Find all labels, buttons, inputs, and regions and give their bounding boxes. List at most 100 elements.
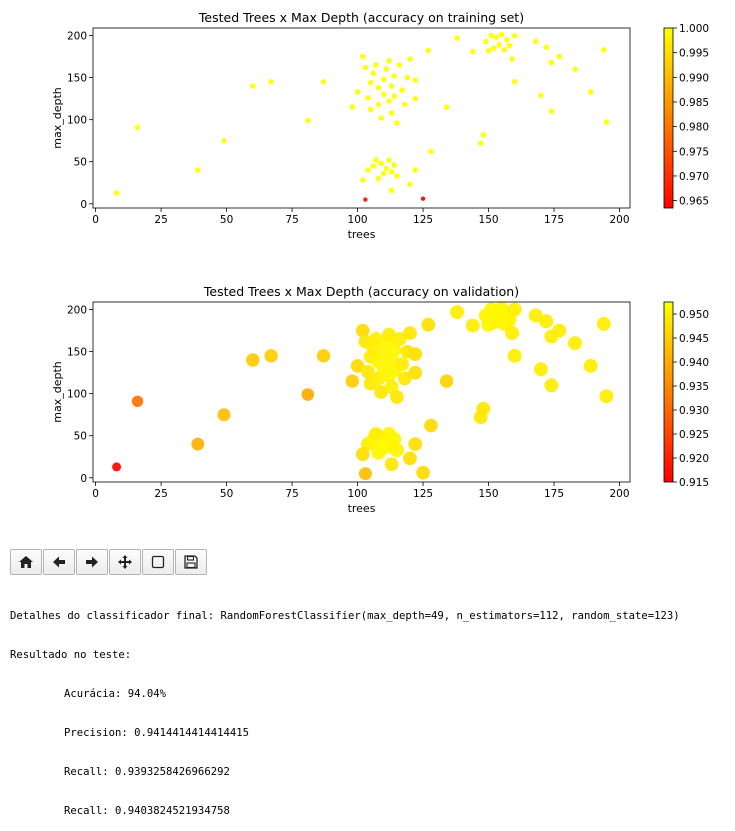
home-button[interactable] xyxy=(10,549,42,575)
scatter-point xyxy=(360,177,366,183)
scatter-point xyxy=(485,47,492,54)
charts-figure: Tested Trees x Max Depth (accuracy on tr… xyxy=(51,10,709,515)
output-result-header: Resultado no teste: xyxy=(10,649,132,661)
scatter-point xyxy=(507,348,522,363)
scatter-point xyxy=(373,62,379,68)
scatter-point xyxy=(394,120,400,126)
scatter-point xyxy=(493,34,500,41)
scatter-point xyxy=(439,374,454,388)
scatter-point xyxy=(483,38,489,45)
scatter-point xyxy=(301,388,315,401)
scatter-point xyxy=(375,175,382,182)
scatter-point xyxy=(246,353,260,367)
scatter-point xyxy=(131,395,144,407)
back-button[interactable] xyxy=(43,549,75,575)
colorbar-gradient xyxy=(663,27,674,209)
scatter-point xyxy=(388,110,395,116)
x-tick-label: 25 xyxy=(154,214,167,226)
scatter-point xyxy=(480,132,487,138)
x-tick-label: 200 xyxy=(609,214,629,226)
scatter-points xyxy=(112,301,614,481)
scatter-point xyxy=(533,362,548,377)
scatter-point xyxy=(355,447,370,462)
scatter-point xyxy=(375,101,382,108)
colorbar-tick-label: 0.950 xyxy=(679,309,709,321)
scatter-point xyxy=(476,401,491,416)
scatter-point xyxy=(367,79,374,86)
colorbar-tick-label: 0.920 xyxy=(679,453,709,465)
colorbar-tick-label: 0.930 xyxy=(679,405,709,417)
scatter-point xyxy=(425,47,432,54)
scatter-point xyxy=(386,98,392,104)
scatter-point xyxy=(370,70,377,77)
scatter-point xyxy=(356,323,370,338)
scatter-point xyxy=(394,173,400,179)
colorbar-gradient xyxy=(663,301,674,483)
y-tick-label: 150 xyxy=(67,347,87,359)
x-tick-label: 150 xyxy=(479,488,499,500)
move-icon xyxy=(118,555,132,569)
pan-button[interactable] xyxy=(109,549,141,575)
forward-button[interactable] xyxy=(76,549,108,575)
arrow-right-icon xyxy=(86,556,98,568)
y-tick-label: 150 xyxy=(67,73,87,85)
scatter-point xyxy=(378,115,384,121)
scatter-point xyxy=(583,358,598,373)
scatter-point xyxy=(420,196,426,201)
colorbar-tick-label: 0.970 xyxy=(679,171,709,183)
scatter-point xyxy=(373,157,379,163)
scatter-point xyxy=(548,108,555,115)
scatter-point xyxy=(603,119,610,125)
y-tick-label: 200 xyxy=(67,305,87,317)
scatter-point xyxy=(134,124,141,131)
y-tick-label: 0 xyxy=(80,473,87,485)
scatter-point xyxy=(217,408,231,422)
colorbar-tick-label: 0.925 xyxy=(679,429,709,441)
scatter-point xyxy=(528,308,543,323)
scatter-point xyxy=(381,91,387,98)
y-tick-label: 100 xyxy=(67,115,87,127)
colorbar: 0.915 0.920 0.925 0.930 0.935 0.940 0.945 0.950 xyxy=(663,301,709,489)
scatter-point xyxy=(365,95,371,101)
scatter-point xyxy=(424,418,438,433)
scatter-point xyxy=(391,162,398,168)
scatter-point xyxy=(391,93,398,99)
scatter-point xyxy=(395,357,410,372)
scatter-point xyxy=(509,56,515,62)
scatter-point xyxy=(320,79,327,85)
scatter-point xyxy=(250,83,256,89)
save-button[interactable] xyxy=(175,549,207,575)
scatter-point xyxy=(221,137,227,144)
colorbar-tick-label: 0.990 xyxy=(679,72,709,84)
scatter-point xyxy=(388,169,395,175)
scatter-points xyxy=(113,31,610,202)
scatter-point xyxy=(477,140,484,146)
x-tick-label: 50 xyxy=(220,214,233,226)
x-tick-label: 150 xyxy=(479,214,499,226)
x-tick-label: 0 xyxy=(92,214,99,226)
output-accuracy: Acurácia: 94.04% xyxy=(64,688,167,700)
scatter-point xyxy=(511,79,518,85)
scatter-point xyxy=(386,58,392,64)
scatter-point xyxy=(378,160,384,167)
scatter-point xyxy=(403,326,417,340)
scatter-point xyxy=(454,35,460,41)
scatter-point xyxy=(556,53,563,60)
zoom-button[interactable] xyxy=(142,549,174,575)
scatter-point xyxy=(367,106,374,113)
plot-frame xyxy=(92,301,631,483)
scatter-point xyxy=(305,117,311,124)
x-tick-label: 75 xyxy=(285,214,298,226)
scatter-point xyxy=(408,347,423,361)
scatter-point xyxy=(195,167,201,173)
scatter-point xyxy=(381,170,387,177)
scatter-point xyxy=(383,165,390,172)
colorbar-tick-label: 1.000 xyxy=(679,23,709,35)
scatter-point xyxy=(572,66,578,72)
plot-frame xyxy=(92,27,631,209)
scatter-point xyxy=(403,451,417,466)
scatter-point xyxy=(470,48,476,55)
scatter-point xyxy=(388,83,395,89)
y-tick-label: 50 xyxy=(74,157,87,169)
scatter-point xyxy=(388,187,395,194)
